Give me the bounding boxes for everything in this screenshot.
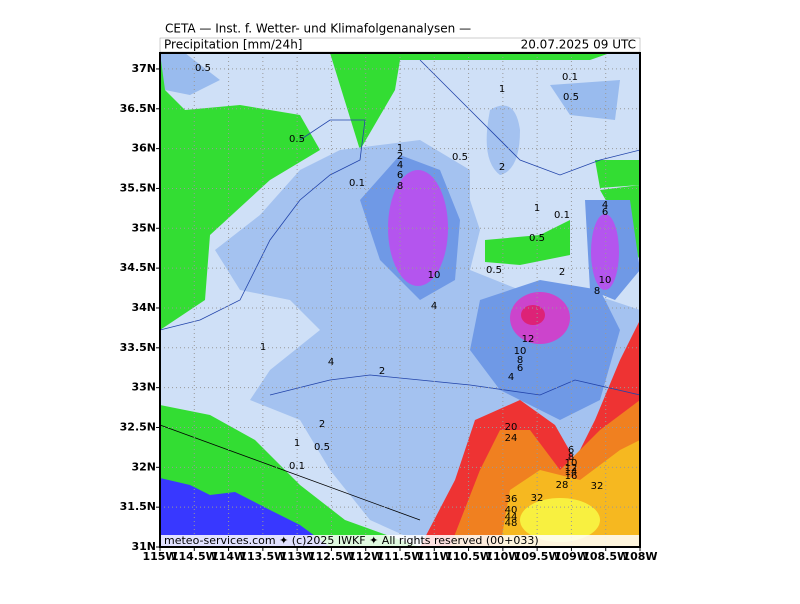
variable: Precipitation [mm/24h]	[164, 38, 302, 52]
contour-label: 16	[565, 471, 578, 482]
y-tick-label: 34N	[131, 301, 156, 314]
axes: 115W114.5W114W113.5W113W112.5W112W111.5W…	[120, 62, 658, 563]
extreme-precip	[520, 498, 600, 542]
contour-label: 4	[431, 301, 437, 312]
contour-label: 32	[591, 481, 604, 492]
contour-label: 1	[294, 438, 300, 449]
y-tick-label: 36N	[131, 142, 156, 155]
x-tick-label: 111W	[417, 550, 452, 563]
contour-label: 2	[319, 419, 325, 430]
x-tick-label: 109.5W	[514, 550, 561, 563]
light-precip	[160, 53, 620, 120]
extreme-precip	[521, 305, 545, 325]
contour-label: 44	[505, 512, 518, 523]
medium-precip	[486, 105, 520, 175]
x-tick-label: 108.5W	[582, 550, 629, 563]
contour-label: 8	[594, 286, 600, 297]
copyright: meteo-services.com ✦ (c)2025 IWKF ✦ All …	[164, 534, 539, 547]
contour-label: 0.1	[554, 210, 570, 221]
contour-label: 32	[531, 493, 544, 504]
border	[159, 424, 421, 521]
land-dry	[485, 160, 640, 265]
contour-label: 6	[397, 170, 403, 181]
contour-label: 2	[379, 366, 385, 377]
contour-label: 10	[514, 346, 527, 357]
sea	[160, 478, 330, 547]
contour-label: 14	[565, 467, 578, 478]
x-tick-label: 114.5W	[171, 550, 218, 563]
contour-label: 12	[565, 463, 578, 474]
contour-label: 6	[568, 445, 574, 456]
y-tick-label: 32N	[131, 460, 156, 473]
x-tick-label: 115W	[142, 550, 177, 563]
contour-label: 1	[534, 203, 540, 214]
contour-label: 48	[505, 518, 518, 529]
contour-label: 12	[522, 334, 535, 345]
y-tick-label: 37N	[131, 62, 156, 75]
y-tick-label: 31.5N	[120, 500, 156, 513]
contour-label: 8	[517, 355, 523, 366]
x-tick-label: 112W	[348, 550, 383, 563]
contour-label: 0.5	[195, 63, 211, 74]
map-fill	[159, 53, 641, 547]
contour-label: 36	[505, 494, 518, 505]
contour-label: 8	[397, 181, 403, 192]
contour-label: 40	[505, 505, 518, 516]
contour-label: 6	[517, 363, 523, 374]
x-tick-label: 110.5W	[445, 550, 492, 563]
contour-label: 2	[397, 151, 403, 162]
contour-label: 24	[505, 433, 518, 444]
y-tick-label: 34.5N	[120, 261, 156, 274]
contour-label: 10	[599, 275, 612, 286]
contour-label: 10	[428, 270, 441, 281]
contour-label: 1	[499, 84, 505, 95]
y-tick-label: 35.5N	[120, 181, 156, 194]
contour-label: 1	[397, 143, 403, 154]
contour-label: 4	[397, 160, 403, 171]
contour-label: 20	[505, 422, 518, 433]
very-heavy-precip	[591, 214, 619, 290]
contour-label: 0.5	[452, 152, 468, 163]
x-tick-label: 113.5W	[239, 550, 286, 563]
river	[159, 59, 641, 396]
x-tick-label: 108W	[622, 550, 657, 563]
footer-bar	[160, 535, 640, 547]
contour-label: 1	[260, 342, 266, 353]
x-tick-label: 112.5W	[308, 550, 355, 563]
contour-label: 2	[559, 267, 565, 278]
y-tick-label: 31N	[131, 540, 156, 553]
contour-label: 0.1	[349, 178, 365, 189]
y-tick-label: 32.5N	[120, 420, 156, 433]
very-heavy-precip	[388, 170, 448, 286]
x-tick-label: 110W	[485, 550, 520, 563]
contour-label: 4	[602, 200, 608, 211]
x-tick-label: 114W	[211, 550, 246, 563]
y-tick-label: 35N	[131, 221, 156, 234]
contour-label: 0.1	[289, 461, 305, 472]
contour-label: 8	[568, 452, 574, 463]
contour-label: 2	[499, 162, 505, 173]
contour-label: 0.1	[562, 72, 578, 83]
contour-label: 0.5	[314, 442, 330, 453]
y-tick-label: 36.5N	[120, 102, 156, 115]
contour-label: 4	[328, 357, 334, 368]
y-tick-label: 33N	[131, 381, 156, 394]
contour-label: 0.5	[563, 92, 579, 103]
contour-label: 28	[556, 480, 569, 491]
y-tick-label: 33.5N	[120, 341, 156, 354]
contour-label: 0.5	[529, 233, 545, 244]
contour-label: 0.5	[289, 134, 305, 145]
x-tick-label: 113W	[280, 550, 315, 563]
x-tick-label: 109W	[554, 550, 589, 563]
contour-label: 10	[565, 458, 578, 469]
contour-label: 0.5	[486, 265, 502, 276]
title: CETA — Inst. f. Wetter- und Klimafolgena…	[165, 22, 471, 36]
contour-label: 4	[508, 372, 514, 383]
x-tick-label: 111.5W	[377, 550, 424, 563]
contour-label: 6	[602, 207, 608, 218]
contour-labels: 0.5 0.1 1 0.5 0.5 1 2 4 6 8 0.5 2 0.1 1 …	[195, 63, 611, 529]
valid-time: 20.07.2025 09 UTC	[521, 38, 636, 52]
